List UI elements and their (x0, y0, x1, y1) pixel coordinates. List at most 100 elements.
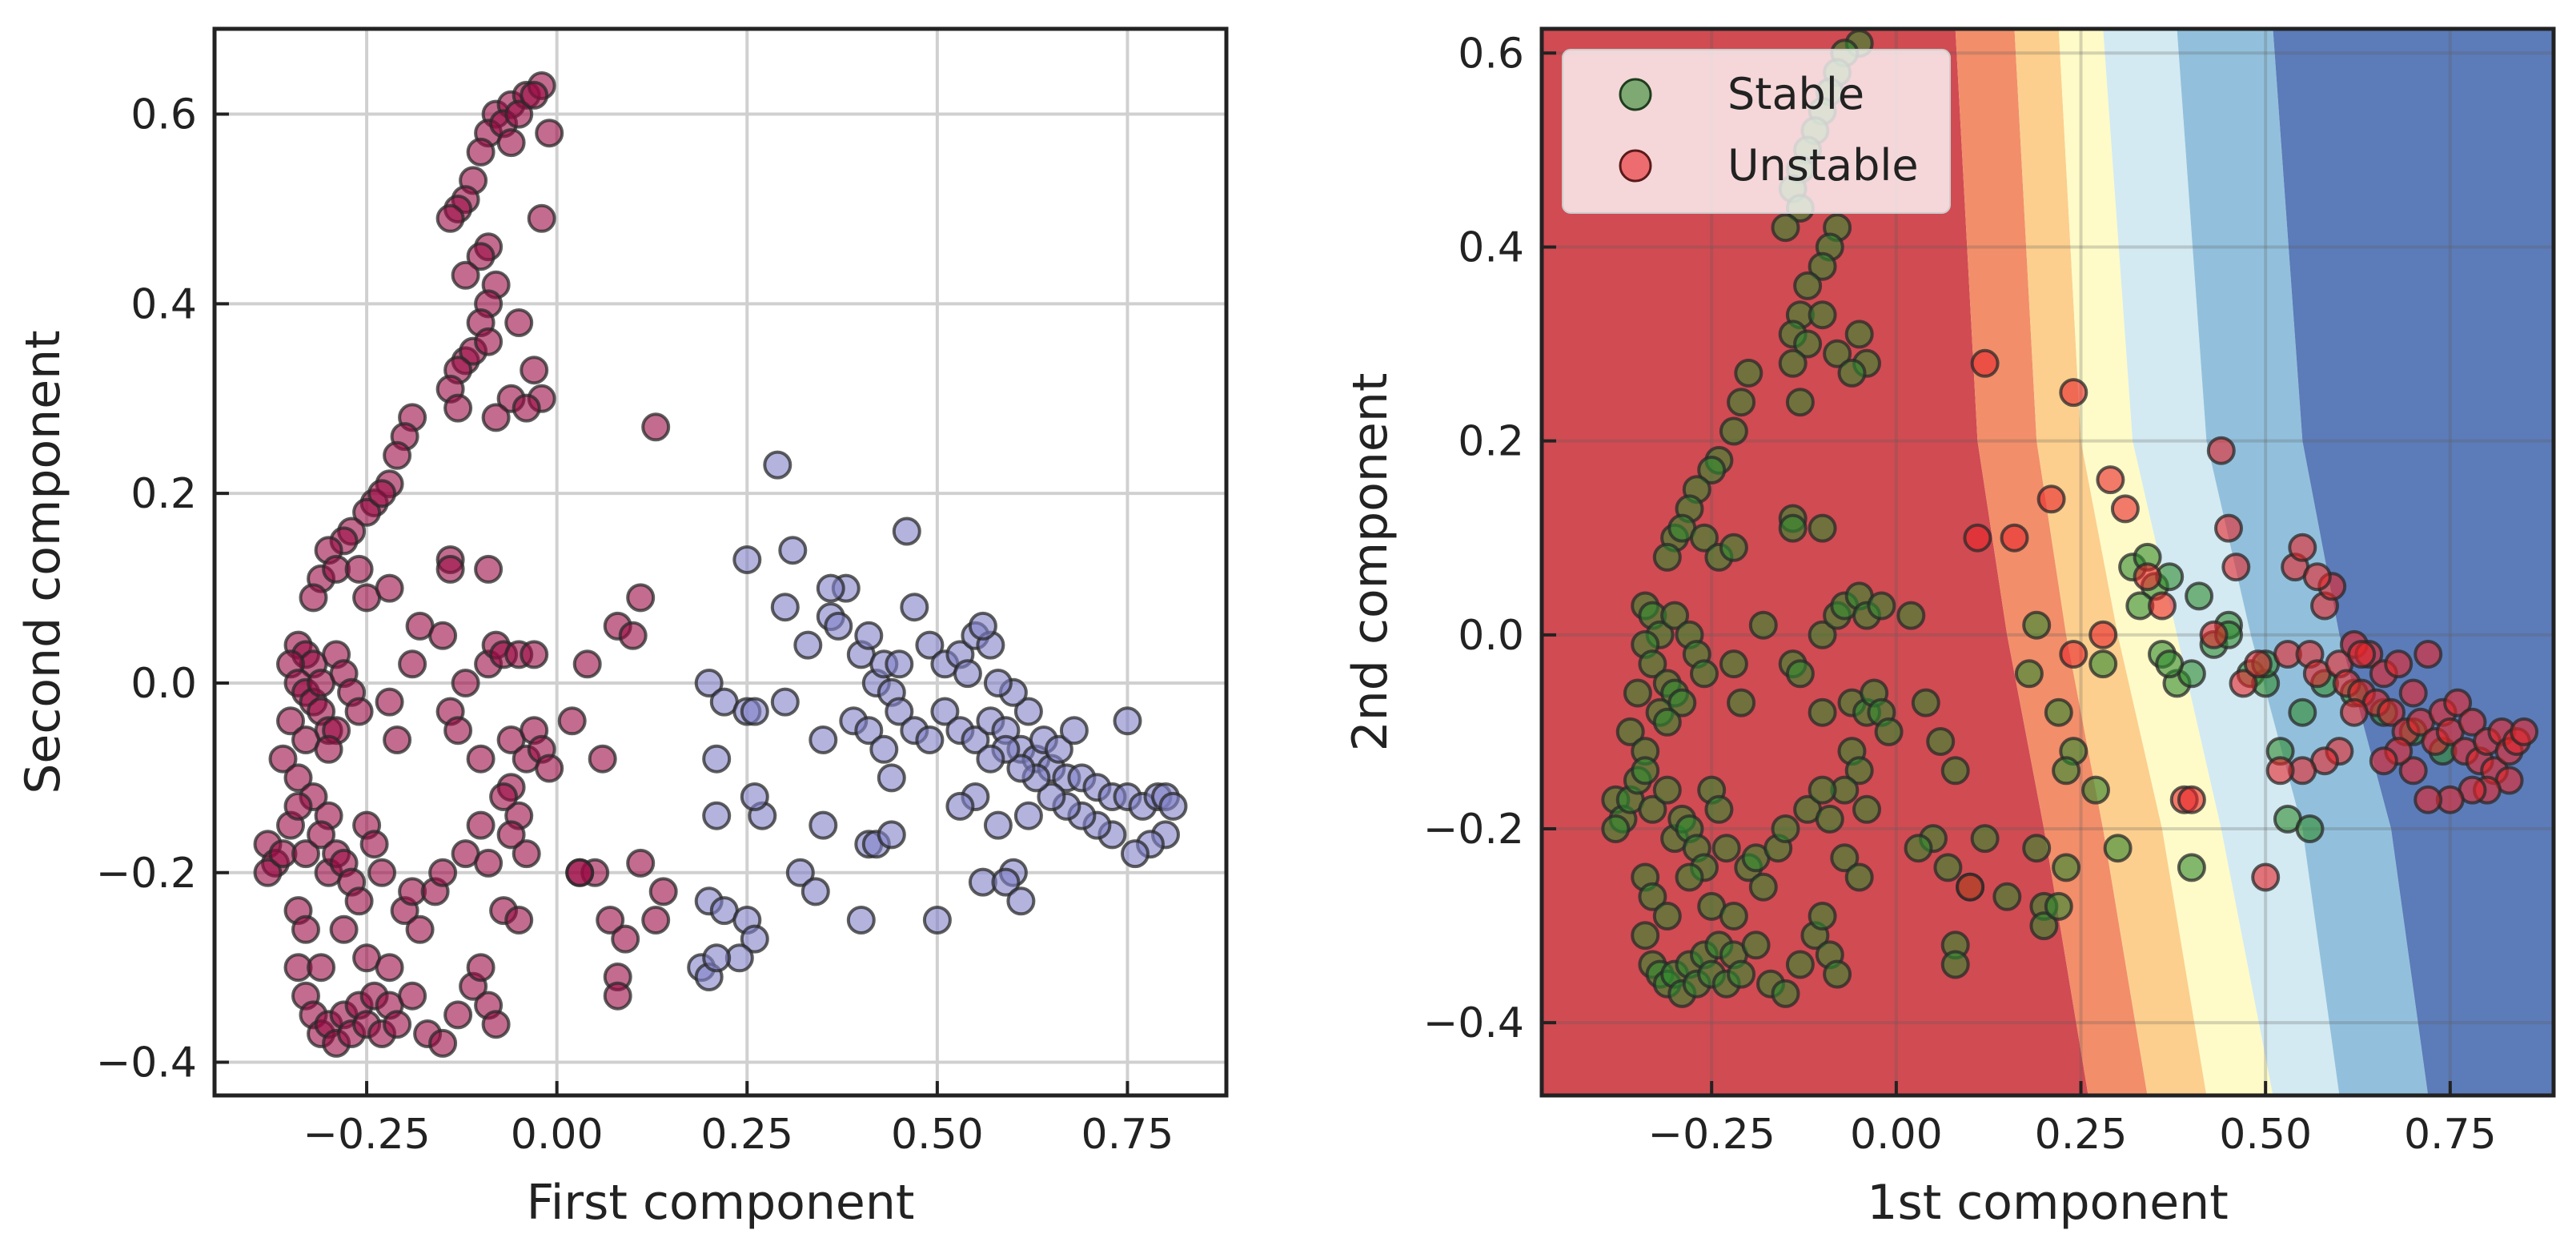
point-cluster-1-109 (344, 886, 374, 916)
point-cluster-1-151 (329, 914, 359, 944)
point-stable-39 (1778, 513, 1808, 543)
point-cluster-2-60 (1006, 754, 1036, 783)
point-stable-76 (1844, 756, 1874, 786)
point-stable-133 (1896, 601, 1926, 630)
x-tick-label-4: 0.75 (1081, 1111, 1174, 1159)
point-cluster-2-94 (922, 906, 952, 934)
point-unstable-56 (2413, 785, 2443, 814)
point-stable-128 (1823, 959, 1852, 989)
point-cluster-2-62 (976, 744, 1005, 774)
point-stable-10 (1771, 213, 1800, 243)
y-tick-label-0: −0.4 (1423, 999, 1524, 1047)
point-cluster-2-2 (778, 536, 808, 565)
series-unstable (1956, 348, 2539, 902)
y-tick-label-5: 0.6 (130, 91, 197, 139)
chart-1: −0.25 0.00 0.25 0.50 0.75 −0.4 −0.2 0.0 0.2 0.4 0.… (15, 26, 1229, 1231)
point-stable-124 (1785, 950, 1815, 979)
point-cluster-2-53 (1121, 839, 1150, 869)
point-stable-84 (1638, 794, 1667, 824)
legend-label-stable: Stable (1727, 69, 1864, 119)
point-stable-106 (1638, 882, 1667, 911)
point-cluster-2-8 (816, 573, 845, 603)
point-stable-85 (1652, 775, 1682, 805)
decision-region-7 (2273, 29, 2554, 1095)
point-cluster-2-92 (702, 943, 732, 973)
point-cluster-1-104 (307, 820, 336, 850)
point-cluster-1-141 (398, 981, 427, 1011)
point-unstable-64 (2265, 756, 2295, 786)
point-cluster-1-155 (588, 744, 617, 774)
point-unstable-4 (2036, 484, 2066, 514)
decision-region-2 (1955, 29, 2148, 1095)
point-unstable-15 (2221, 553, 2251, 582)
legend-marker-unstable (1619, 149, 1652, 183)
point-cluster-1-29 (474, 327, 504, 356)
point-stable-37 (1719, 533, 1748, 562)
x-tick-label-1: 0.00 (511, 1111, 604, 1159)
point-cluster-1-166 (626, 848, 656, 878)
point-unstable-5 (2059, 640, 2088, 669)
point-unstable-42 (2443, 688, 2473, 717)
chart-2-xlabel: 1st component (1867, 1175, 2228, 1231)
point-cluster-1-146 (466, 953, 496, 983)
point-cluster-1-162 (611, 924, 640, 954)
point-stable-147 (2029, 911, 2059, 941)
point-stable-171 (2295, 814, 2325, 843)
point-cluster-1-14 (496, 128, 526, 158)
point-stable-155 (2081, 775, 2110, 805)
point-cluster-2-78 (809, 810, 838, 840)
chart-2-grid (1542, 29, 2554, 1095)
x-tick-label-0: −0.25 (303, 1111, 430, 1159)
point-cluster-1-33 (443, 393, 473, 423)
point-cluster-1-119 (466, 810, 496, 840)
chart-2: −0.25 0.00 0.25 0.50 0.75 −0.4 −0.2 0.0 0.2 0.4 0.… (1342, 26, 2556, 1231)
point-cluster-2-31 (885, 697, 914, 726)
point-cluster-2-9 (694, 669, 724, 697)
y-tick-label-4: 0.4 (130, 280, 197, 328)
point-cluster-1-124 (496, 820, 526, 850)
point-cluster-1-158 (626, 583, 656, 613)
point-stable-138 (1904, 834, 1933, 863)
point-unstable-2 (1956, 872, 1985, 902)
point-cluster-1-15 (527, 203, 556, 233)
point-stable-74 (1874, 717, 1904, 746)
chart-2-legend: Stable Unstable (1562, 49, 1951, 214)
point-stable-48 (1623, 678, 1652, 708)
point-unstable-65 (2302, 562, 2332, 592)
point-unstable-8 (2088, 620, 2118, 649)
point-stable-101 (1815, 804, 1844, 834)
point-stable-149 (2044, 891, 2073, 921)
point-cluster-1-144 (443, 1000, 473, 1030)
point-stable-13 (1808, 251, 1837, 281)
point-cluster-2-33 (915, 725, 945, 754)
point-cluster-1-93 (535, 754, 564, 783)
point-stable-20 (1844, 320, 1874, 349)
point-unstable-57 (2398, 756, 2428, 786)
point-cluster-1-45 (299, 583, 328, 613)
y-tick-label-3: 0.2 (1458, 418, 1524, 466)
point-cluster-2-98 (1113, 706, 1142, 736)
point-stable-121 (1741, 930, 1771, 960)
point-stable-69 (1808, 697, 1837, 727)
point-unstable-38 (2413, 640, 2443, 669)
point-cluster-1-88 (466, 744, 496, 774)
point-stable-172 (2288, 697, 2317, 727)
point-unstable-7 (2096, 465, 2125, 495)
point-stable-153 (2022, 610, 2052, 640)
point-stable-35 (1690, 523, 1719, 553)
point-stable-56 (1615, 717, 1645, 746)
point-stable-103 (1844, 862, 1874, 892)
point-stable-68 (1867, 591, 1896, 621)
point-cluster-1-154 (572, 649, 602, 679)
point-cluster-1-30 (504, 308, 534, 337)
point-stable-126 (1808, 902, 1837, 930)
point-cluster-2-58 (1037, 782, 1066, 811)
point-cluster-1-36 (383, 440, 412, 470)
point-cluster-1-115 (405, 914, 435, 944)
point-cluster-2-93 (846, 906, 876, 934)
point-cluster-1-72 (314, 734, 343, 764)
point-cluster-2-36 (961, 725, 990, 754)
point-cluster-1-12 (435, 203, 465, 233)
decision-region-4 (2058, 29, 2273, 1095)
point-cluster-1-161 (596, 906, 625, 934)
